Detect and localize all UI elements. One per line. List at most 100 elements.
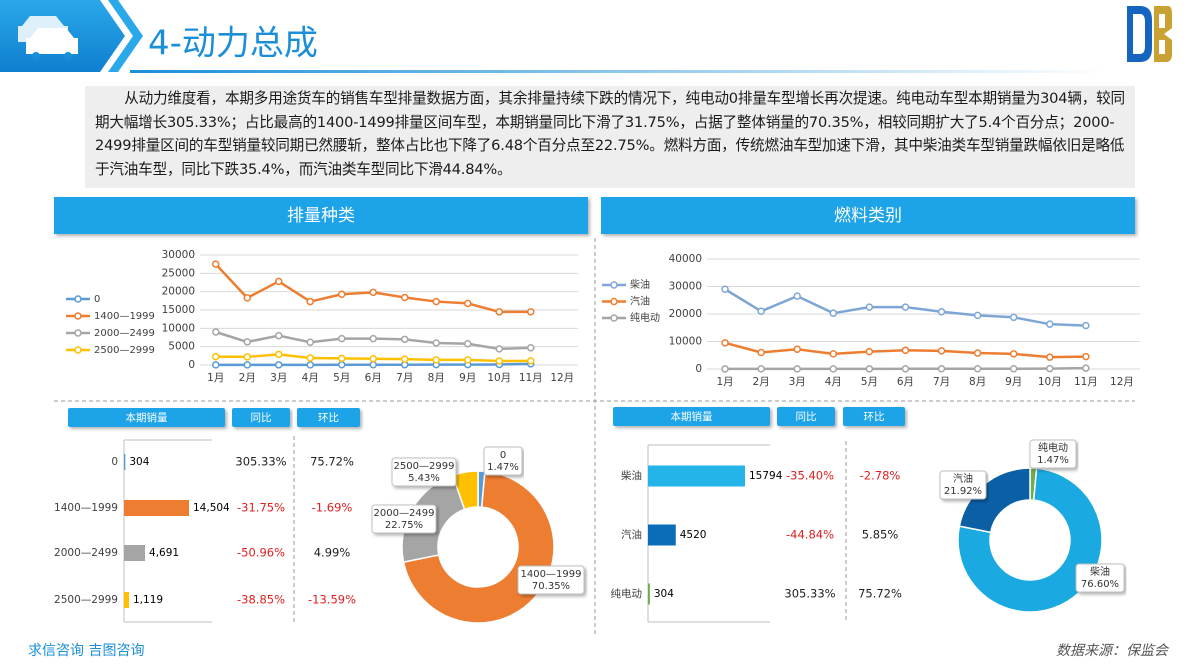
callout-box xyxy=(517,565,585,595)
point xyxy=(464,356,472,364)
legend-label: 汽油 xyxy=(630,295,650,308)
bar xyxy=(124,545,146,561)
footer-left: 求信咨询 吉图咨询 xyxy=(28,643,144,659)
point xyxy=(306,338,314,347)
point xyxy=(527,357,535,365)
section-title: 排量种类 xyxy=(287,206,355,226)
value-label: 15794 xyxy=(749,470,783,482)
point xyxy=(1009,313,1018,322)
point xyxy=(243,353,251,361)
table-cell: 75.72% xyxy=(858,587,902,601)
x-tick-label: 1月 xyxy=(207,372,224,384)
callout-value: 22.75% xyxy=(385,520,423,531)
legend-marker xyxy=(610,297,618,306)
point xyxy=(1009,364,1018,373)
point xyxy=(275,277,283,286)
point xyxy=(793,365,801,373)
page-title: 4-动力总成 xyxy=(148,24,318,64)
point xyxy=(369,355,377,363)
point xyxy=(464,299,472,308)
point xyxy=(369,334,377,343)
point xyxy=(369,360,377,369)
y-tick-label: 20000 xyxy=(162,286,195,298)
x-tick-label: 12月 xyxy=(1110,376,1134,388)
legend-label: 纯电动 xyxy=(630,311,660,324)
point xyxy=(865,365,874,373)
table-cell: -35.40% xyxy=(786,469,834,483)
point xyxy=(527,308,535,316)
x-tick-label: 9月 xyxy=(459,372,476,384)
bar xyxy=(648,583,650,605)
table-cell: -31.75% xyxy=(237,501,285,515)
table-cell: 75.72% xyxy=(310,455,354,469)
point xyxy=(973,349,982,357)
callout-category: 纯电动 xyxy=(1038,441,1068,454)
point xyxy=(901,303,910,311)
x-tick-label: 10月 xyxy=(1038,376,1062,388)
legend-label: 0 xyxy=(94,294,100,305)
point xyxy=(793,345,801,353)
point xyxy=(793,292,801,300)
point xyxy=(401,355,409,363)
table-header: 环比 xyxy=(318,411,339,424)
point xyxy=(1046,320,1054,328)
table-header-box xyxy=(613,407,770,426)
table-cell: -1.69% xyxy=(312,501,353,515)
donut-slice xyxy=(958,467,1031,534)
callout-box xyxy=(939,470,987,500)
category-label: 柴油 xyxy=(621,469,642,482)
y-tick-label: 30000 xyxy=(669,281,702,293)
y-tick-label: 30000 xyxy=(162,249,195,261)
legend-marker xyxy=(74,346,82,354)
section-title: 燃料类别 xyxy=(834,206,902,226)
bar xyxy=(648,465,745,487)
point xyxy=(369,288,377,297)
value-label: 4,691 xyxy=(149,547,179,559)
callout-value: 1.47% xyxy=(1037,455,1069,466)
x-tick-label: 9月 xyxy=(1005,376,1022,388)
y-tick-label: 15000 xyxy=(162,304,195,316)
callout-category: 2500—2999 xyxy=(394,461,455,472)
point xyxy=(275,361,283,369)
point xyxy=(212,361,220,369)
point xyxy=(1046,364,1054,373)
table-header: 同比 xyxy=(251,411,272,424)
x-tick-label: 8月 xyxy=(969,376,986,388)
callout-box xyxy=(1029,439,1077,469)
point xyxy=(829,309,838,317)
callout-value: 76.60% xyxy=(1081,579,1119,590)
point xyxy=(212,260,220,268)
point xyxy=(243,294,251,302)
category-label: 2500—2999 xyxy=(54,594,118,606)
legend-marker xyxy=(610,314,618,322)
category-label: 0 xyxy=(111,456,118,468)
point xyxy=(432,339,440,347)
bar xyxy=(124,592,130,608)
point xyxy=(401,293,409,302)
y-tick-label: 0 xyxy=(188,359,195,371)
intro-paragraph: 从动力维度看，本期多用途货车的销售车型排量数据方面，其余排量持续下跌的情况下，纯… xyxy=(85,86,1135,188)
point xyxy=(432,297,440,306)
category-label: 1400—1999 xyxy=(54,502,118,514)
point xyxy=(432,356,440,364)
table-header-box xyxy=(68,408,225,427)
footer-right: 数据来源：保监会 xyxy=(1056,643,1170,659)
callout-box xyxy=(391,457,457,487)
value-label: 1,119 xyxy=(133,594,163,606)
value-label: 304 xyxy=(654,588,674,600)
bar xyxy=(124,454,126,470)
table-cell: -44.84% xyxy=(786,528,834,542)
section-bar xyxy=(54,197,588,234)
x-tick-label: 4月 xyxy=(302,372,319,384)
callout-category: 0 xyxy=(500,450,506,461)
header-banner xyxy=(0,0,1110,73)
point xyxy=(937,347,946,355)
legend-label: 2500—2999 xyxy=(94,345,155,356)
value-label: 304 xyxy=(129,456,149,468)
legend-marker xyxy=(74,295,82,303)
point xyxy=(757,348,765,357)
point xyxy=(721,339,729,347)
legend-label: 1400—1999 xyxy=(94,311,155,322)
value-label: 4520 xyxy=(680,529,707,541)
